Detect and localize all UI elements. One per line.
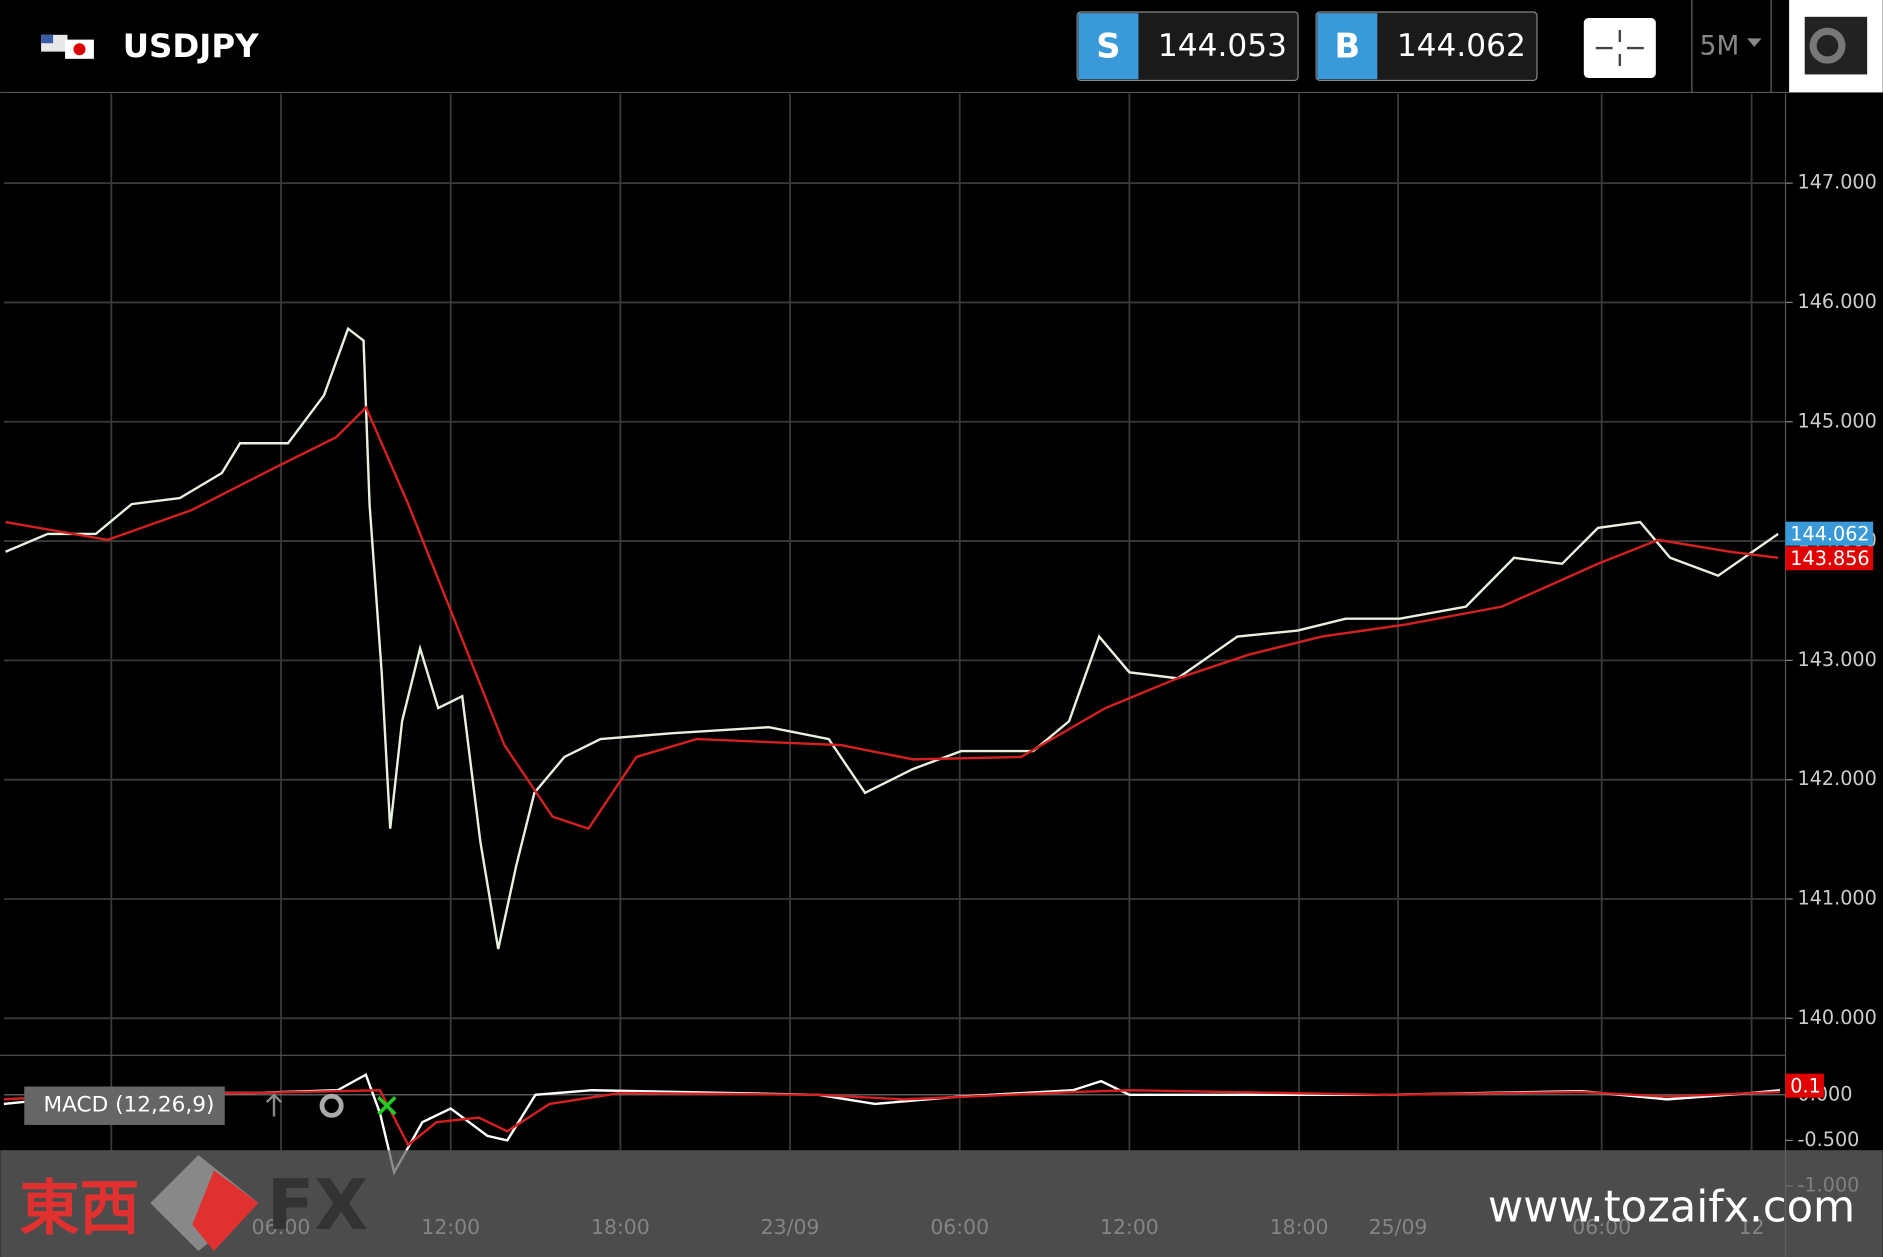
buy-label: B [1334, 27, 1360, 66]
header-bar [0, 0, 1883, 93]
flag-jp-sun [73, 43, 86, 56]
buy-price: 144.062 [1397, 28, 1526, 64]
price-tag [1785, 546, 1874, 571]
y-tick-label: 146.000 [1798, 290, 1877, 313]
indicator-close [377, 1096, 397, 1116]
price-tag-label: 144.062 [1790, 522, 1869, 545]
y-tick-label: 142.000 [1798, 767, 1877, 790]
url: www.tozaifx.com [1488, 1183, 1855, 1233]
crosshair-icon [1595, 30, 1644, 67]
y-tick-label: 140.000 [1798, 1006, 1877, 1029]
price-tag-label: 0.1 [1790, 1074, 1821, 1097]
series-line [5, 326, 1779, 950]
gear [1809, 27, 1846, 64]
watermark: 東西 FX www.tozaifx.com [0, 1150, 1883, 1257]
y-tick-label: 141.000 [1798, 886, 1877, 909]
sell-tag [1078, 13, 1139, 80]
sell-label: S [1096, 27, 1120, 66]
indicator-settings [319, 1093, 344, 1118]
sell-price: 144.053 [1158, 28, 1287, 64]
series-line [5, 405, 1779, 831]
header: USDJPY S 144.053 B 144.062 5M [0, 0, 1883, 94]
y-tick-label: 143.000 [1798, 648, 1877, 671]
symbol: USDJPY [123, 27, 259, 65]
brand: 東西 [19, 1174, 139, 1244]
indicator-label-box [24, 1086, 225, 1125]
y-tick-label: -0.500 [1798, 1128, 1860, 1151]
price-tag-label: 143.856 [1790, 547, 1869, 570]
price-tag [1785, 521, 1874, 546]
timeframe[interactable]: 5M [1700, 30, 1740, 61]
logo-accent [192, 1170, 259, 1251]
timeframe-caret [1747, 38, 1762, 47]
flag-us-canton [41, 34, 54, 44]
price-tag [1785, 1073, 1824, 1098]
buy-tag [1317, 13, 1378, 80]
y-tick-label: 147.000 [1798, 171, 1877, 194]
indicator-up [265, 1093, 283, 1117]
watermark-band [0, 1150, 1883, 1257]
y-tick-label: 145.000 [1798, 409, 1877, 432]
series-line [3, 1089, 1780, 1147]
crosshair-button[interactable] [1583, 18, 1656, 79]
indicator-label: MACD (12,26,9) [43, 1093, 214, 1118]
brand-fx: FX [267, 1165, 368, 1246]
